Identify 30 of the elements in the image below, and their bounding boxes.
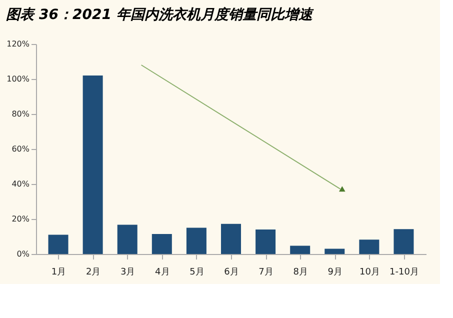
x-tick-label: 2月 [86,268,101,278]
x-tick-label: 7月 [258,268,274,278]
bar [82,76,103,254]
x-tick-label: 6月 [224,268,239,278]
x-tick-label: 10月 [359,268,380,278]
bar [48,234,68,254]
bar [117,224,138,254]
bar [152,234,172,254]
y-tick-label: 120% [6,40,30,48]
y-tick-label: 0% [16,250,30,258]
bar [394,229,414,254]
y-tick-label: 20% [12,214,30,224]
x-tick-label: 4月 [155,268,170,278]
bar [256,230,276,254]
y-tick-label: 40% [12,180,30,188]
x-tick-label: 9月 [328,268,343,278]
x-tick-label: 8月 [293,268,308,278]
y-tick-label: 80% [12,110,30,118]
y-tick-label: 60% [12,144,30,154]
y-tick-label: 100% [6,74,30,84]
chart-title: 图表 36：2021 年国内洗衣机月度销量同比增速 [6,6,314,23]
x-tick-label: 1月 [51,268,66,278]
bar [290,246,310,254]
bar [359,240,380,254]
x-tick-label: 1-10月 [390,268,419,278]
bar [221,224,241,254]
bar [324,248,345,254]
x-tick-label: 5月 [190,268,204,278]
bar [186,228,206,254]
x-tick-label: 3月 [120,268,136,278]
